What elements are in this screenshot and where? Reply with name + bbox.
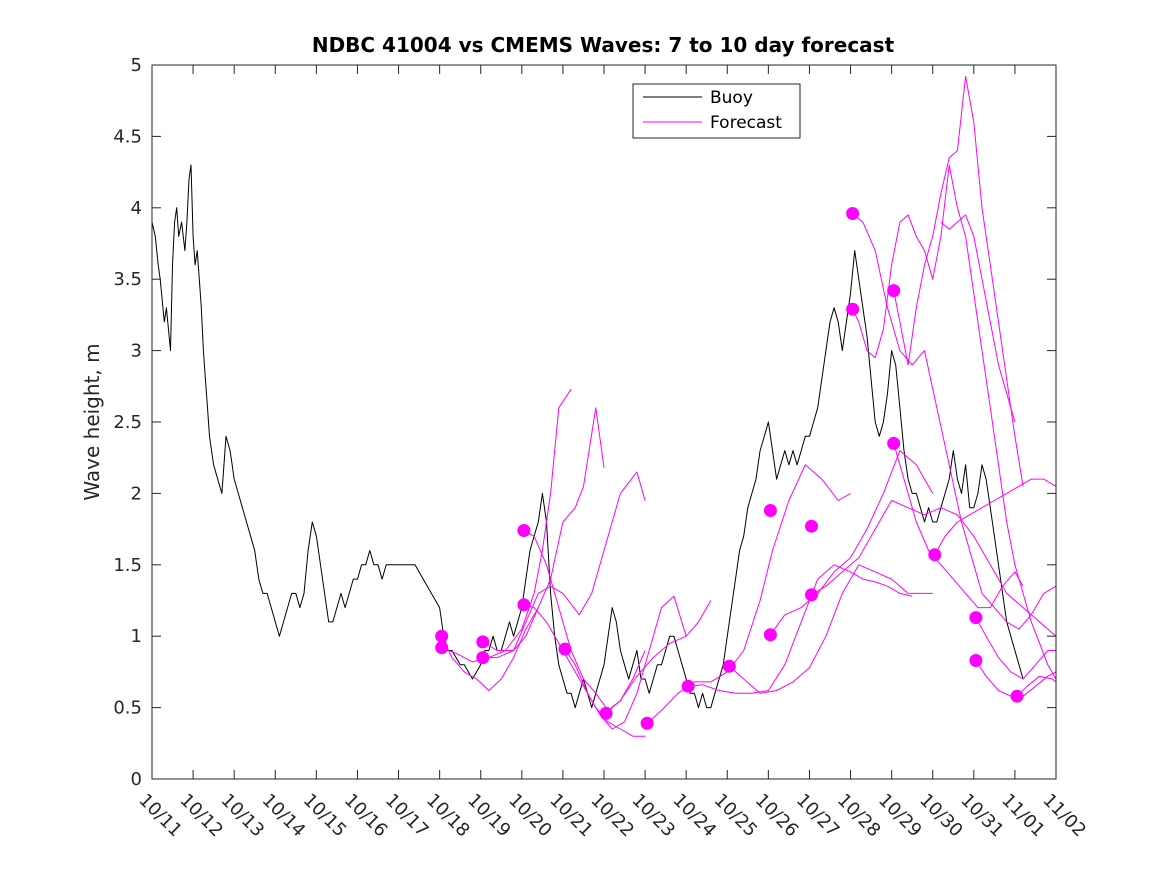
forecast-series-line-1: [441, 607, 539, 691]
forecast-start-marker-2: [476, 635, 490, 649]
y-tick-label-3: 1.5: [113, 555, 142, 576]
y-tick-label-6: 3: [131, 341, 142, 362]
y-tick-label-2: 1: [131, 626, 142, 647]
y-axis-label: Wave height, m: [80, 343, 104, 500]
y-tick-label-8: 4: [131, 198, 142, 219]
forecast-start-marker-8: [640, 716, 654, 730]
y-tick-label-10: 5: [131, 55, 142, 76]
forecast-start-marker-5: [517, 598, 531, 612]
buoy-series-line: [152, 164, 1024, 709]
forecast-start-marker-18: [887, 436, 901, 450]
forecast-series-line-22: [1016, 675, 1056, 697]
forecast-start-marker-15: [846, 207, 860, 220]
forecast-series-line-13: [811, 500, 1056, 637]
forecast-start-marker-21: [969, 654, 983, 667]
forecast-series-line-7: [564, 595, 687, 730]
y-tick-label-9: 4.5: [113, 126, 142, 147]
y-tick-label-4: 2: [131, 483, 142, 504]
forecast-start-marker-6: [558, 642, 572, 656]
forecast-series-line-4: [482, 471, 646, 659]
y-tick-label-5: 2.5: [113, 412, 142, 433]
forecast-start-marker-12: [763, 504, 777, 517]
forecast-series-line-6: [523, 604, 646, 737]
forecast-series-line-8: [605, 600, 712, 714]
forecast-start-marker-9: [681, 679, 695, 693]
chart-title: NDBC 41004 vs CMEMS Waves: 7 to 10 day f…: [312, 33, 895, 57]
forecast-series-line-12: [769, 450, 934, 636]
forecast-series-line-9: [646, 464, 851, 724]
marker-layer: [435, 207, 1024, 730]
y-tick-label-1: 0.5: [113, 698, 142, 719]
forecast-start-marker-20: [969, 611, 983, 625]
forecast-start-marker-14: [805, 588, 818, 602]
forecast-series-line-18: [934, 478, 1056, 556]
forecast-series-line-16: [893, 443, 1024, 609]
forecast-series-line-15: [852, 164, 1056, 680]
forecast-start-marker-0: [435, 629, 449, 643]
legend-forecast-label: Forecast: [710, 113, 782, 133]
legend-box: [632, 83, 801, 139]
forecast-series-line-20: [975, 617, 1056, 680]
forecast-series-line-5: [523, 530, 646, 711]
forecast-series-line-11: [728, 564, 933, 694]
forecast-start-marker-19: [928, 548, 942, 562]
series-layer: [152, 75, 1056, 737]
forecast-start-marker-22: [1010, 689, 1024, 703]
forecast-start-marker-7: [599, 706, 613, 720]
forecast-start-marker-3: [476, 651, 490, 665]
forecast-series-line-17: [893, 75, 1024, 487]
forecast-start-marker-10: [722, 659, 736, 673]
forecast-start-marker-11: [763, 628, 777, 642]
forecast-start-marker-1: [435, 641, 449, 655]
forecast-start-marker-16: [846, 302, 860, 316]
forecast-start-marker-4: [517, 524, 531, 537]
y-tick-label-7: 3.5: [113, 269, 142, 290]
forecast-series-line-19: [940, 214, 1016, 423]
forecast-series-line-14: [852, 213, 1056, 630]
forecast-start-marker-13: [805, 519, 818, 533]
forecast-start-marker-17: [887, 284, 901, 298]
y-tick-label-0: 0: [131, 769, 142, 790]
legend-buoy-label: Buoy: [710, 88, 753, 108]
forecast-series-line-2: [441, 388, 572, 663]
legend: Buoy Forecast: [632, 83, 801, 139]
